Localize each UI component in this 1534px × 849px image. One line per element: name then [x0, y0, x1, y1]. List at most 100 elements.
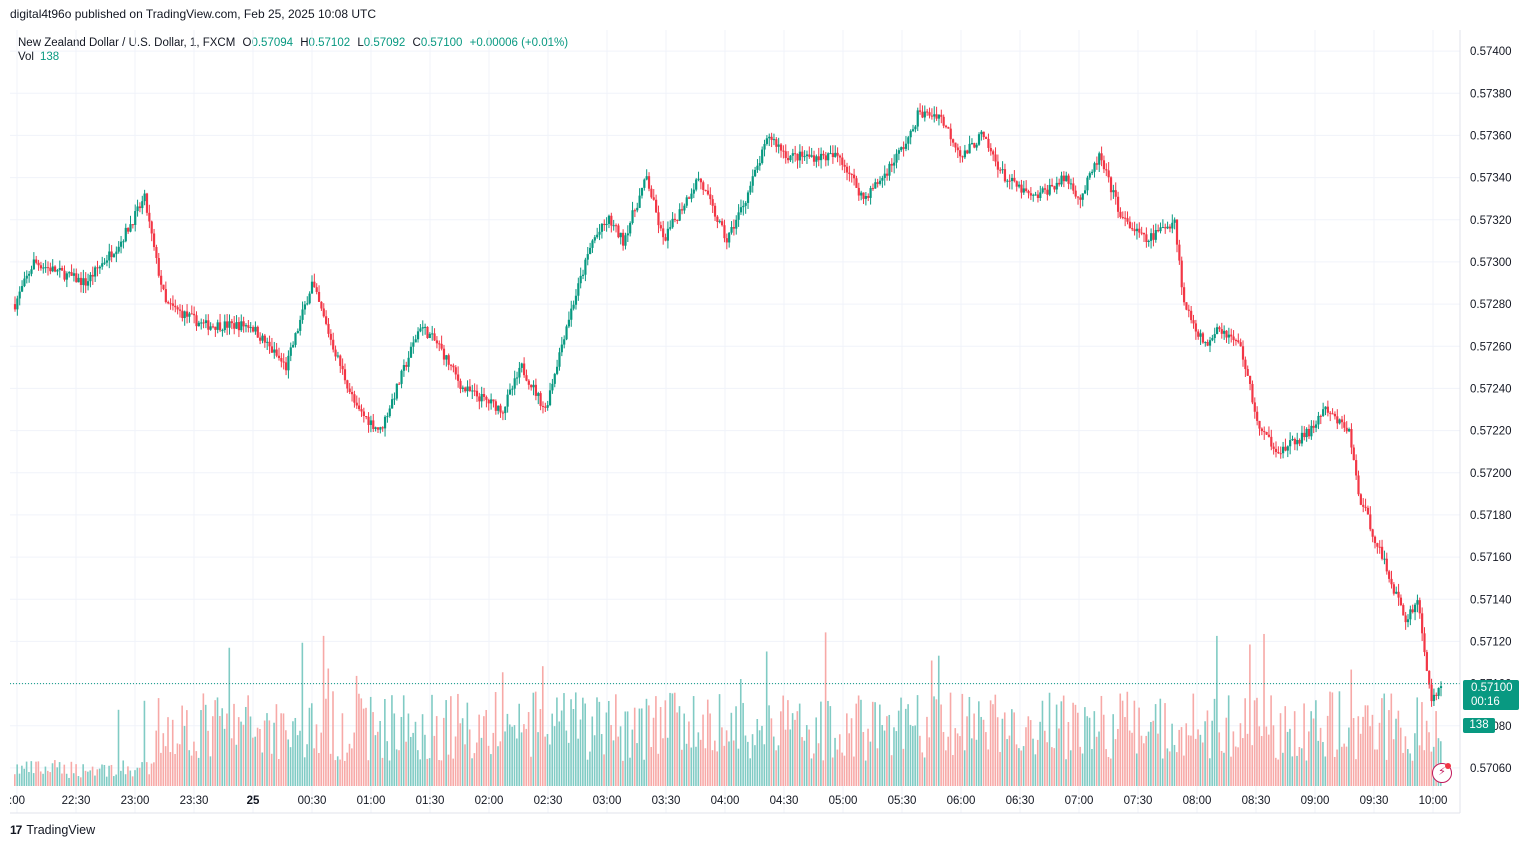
volume-bar	[310, 703, 313, 786]
candle-body	[867, 196, 870, 198]
volume-bar	[801, 737, 803, 786]
volume-bar	[96, 769, 99, 786]
candle-body	[37, 262, 40, 266]
candle-body	[650, 188, 653, 198]
volume-bar	[343, 760, 346, 786]
volume-bar	[355, 675, 358, 786]
volume-bar	[188, 750, 191, 786]
volume-bar	[897, 710, 900, 786]
candle-body	[895, 153, 898, 163]
candle-body	[98, 266, 101, 269]
volume-bar	[1039, 721, 1041, 786]
volume-bar	[1185, 723, 1188, 786]
candle-body	[1364, 506, 1367, 508]
volume-bar	[362, 708, 365, 786]
candle-body	[145, 193, 149, 213]
candle-body	[197, 322, 200, 327]
candle-body	[1376, 543, 1379, 547]
volume-bar	[150, 763, 153, 786]
candle-body	[1359, 494, 1362, 505]
time-axis[interactable]: :00 22:30 23:00 23:30 25 00:30 01:00 01:30 02:00…	[9, 795, 1447, 807]
time-tick-label: 04:00	[711, 795, 740, 807]
candle-body	[49, 267, 52, 272]
candle-body	[678, 209, 681, 221]
candle-body	[900, 147, 903, 151]
volume-bar	[445, 700, 447, 786]
volume-bar	[254, 736, 257, 786]
candle-body	[829, 153, 832, 155]
candle-body	[1201, 333, 1205, 343]
volume-bar	[483, 716, 485, 786]
candle-body	[1041, 188, 1044, 193]
volume-bar	[1081, 753, 1084, 786]
price-axis[interactable]: 0.570600.570800.571000.571200.571400.571…	[1470, 46, 1512, 775]
candle-body	[739, 207, 743, 213]
candle-body	[1406, 619, 1410, 623]
volume-bar	[124, 774, 127, 786]
volume-bar	[730, 712, 733, 786]
candle-body	[815, 156, 818, 162]
price-tick-label: 0.57260	[1470, 341, 1512, 353]
candle-body	[433, 333, 436, 341]
volume-bar	[824, 632, 827, 786]
candle-body	[388, 408, 391, 417]
candle-body	[1340, 419, 1344, 423]
volume-bar	[30, 761, 33, 786]
volume-bar	[332, 691, 334, 786]
candle-body	[346, 380, 349, 389]
volume-bar	[749, 758, 751, 786]
candle-body	[888, 163, 891, 176]
candle-body	[1152, 233, 1155, 240]
candle-body	[841, 157, 844, 165]
volume-bar	[563, 693, 565, 786]
candle-body	[831, 153, 834, 158]
candle-body	[652, 197, 655, 200]
candle-body	[1114, 190, 1117, 197]
volume-bar	[1119, 693, 1122, 786]
candle-body	[1128, 221, 1131, 229]
candle-body	[332, 339, 335, 350]
candle-body	[329, 333, 332, 340]
candle-body	[391, 399, 394, 409]
volume-bar	[612, 740, 615, 786]
footer-branding[interactable]: 17 TradingView	[10, 823, 95, 837]
time-tick-label: 06:30	[1006, 795, 1035, 807]
symbol-description[interactable]: New Zealand Dollar / U.S. Dollar, 1, FXC…	[18, 37, 236, 49]
candle-body	[1102, 160, 1106, 170]
volume-bar	[909, 724, 912, 786]
candle-body	[612, 225, 615, 227]
volume-bar	[1272, 725, 1275, 786]
candle-body	[1267, 434, 1271, 437]
candle-body	[994, 154, 997, 162]
volume-bar	[1308, 731, 1310, 786]
volume-bars	[14, 632, 1442, 786]
volume-bar	[857, 695, 860, 786]
candle-body	[268, 341, 271, 347]
candle-body	[560, 344, 563, 353]
volume-bar	[860, 699, 862, 786]
candle-body	[1237, 340, 1240, 343]
volume-bar	[1397, 710, 1400, 786]
candle-body	[987, 138, 990, 148]
volume-bar	[626, 711, 629, 786]
candle-body	[1265, 431, 1268, 435]
volume-bar	[1180, 727, 1183, 786]
candle-body	[685, 197, 688, 206]
volume-bar	[122, 760, 125, 786]
candle-body	[301, 309, 304, 320]
volume-bar	[780, 711, 782, 786]
candle-body	[452, 365, 455, 368]
candle-body	[779, 144, 783, 151]
candle-body	[1347, 429, 1351, 432]
volume-bar	[372, 712, 374, 786]
volume-bar	[303, 757, 306, 786]
volume-bar	[244, 706, 247, 786]
volume-bar	[1093, 711, 1096, 786]
candle-body	[784, 151, 787, 158]
volume-bar	[985, 732, 987, 786]
volume-bar	[28, 772, 30, 786]
volume-bar	[138, 767, 141, 786]
candle-body	[1305, 428, 1308, 438]
volume-bar	[1362, 716, 1364, 786]
